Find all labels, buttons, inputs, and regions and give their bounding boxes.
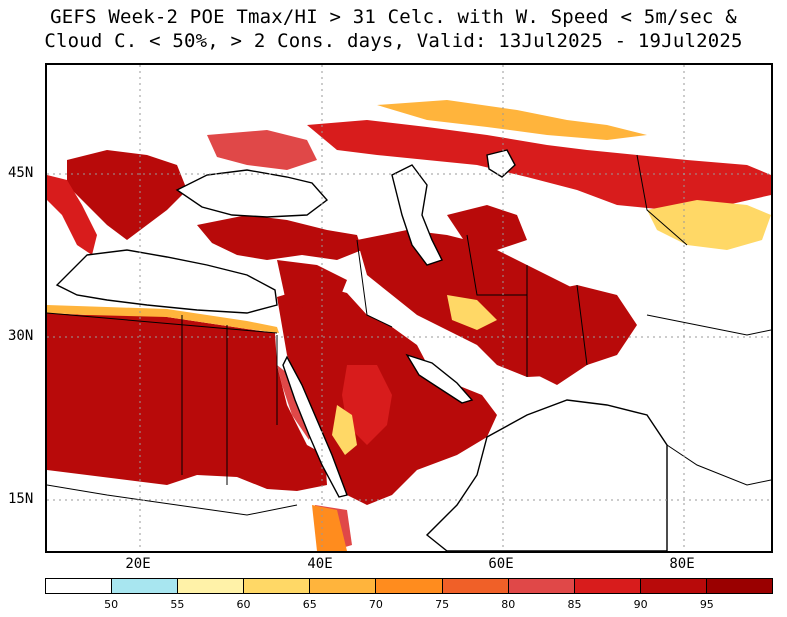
black-sea xyxy=(175,169,329,218)
region-anatolia xyxy=(197,215,362,260)
colorbar-label: 70 xyxy=(368,598,383,611)
arabian-sea xyxy=(425,399,668,551)
country-borders xyxy=(47,154,771,516)
region-iran-inner xyxy=(447,295,497,330)
lat-tick-45n: 45N xyxy=(8,165,34,181)
region-black-sea-north xyxy=(207,130,317,170)
colorbar-segment xyxy=(442,579,509,593)
graticule xyxy=(47,65,771,551)
persian-gulf xyxy=(405,353,474,404)
region-xinjiang xyxy=(647,200,771,250)
mediterranean xyxy=(55,249,278,314)
colorbar-label: 55 xyxy=(170,598,185,611)
region-eritrea xyxy=(312,505,347,551)
lat-tick-15n: 15N xyxy=(8,491,34,507)
region-caspian-east xyxy=(447,205,527,250)
map-panel xyxy=(45,63,773,553)
colorbar-segment xyxy=(178,579,245,593)
caspian-sea xyxy=(391,164,443,266)
region-arabia-inner xyxy=(342,365,392,445)
region-pakistan xyxy=(525,285,637,385)
region-arabia-light xyxy=(332,405,357,455)
colorbar-label: 95 xyxy=(699,598,714,611)
probability-shading xyxy=(47,100,771,551)
colorbar-label: 50 xyxy=(104,598,119,611)
red-sea xyxy=(282,355,348,498)
lon-tick-40e: 40E xyxy=(307,556,333,572)
colorbar-label: 65 xyxy=(302,598,317,611)
colorbar xyxy=(45,578,773,594)
region-levant xyxy=(277,260,347,310)
region-steppe xyxy=(307,120,771,210)
colorbar-segment xyxy=(640,579,707,593)
region-steppe-edge xyxy=(377,100,647,140)
water-bodies xyxy=(55,149,668,551)
region-north-africa xyxy=(47,311,327,491)
colorbar-segment xyxy=(310,579,377,593)
colorbar-segment xyxy=(376,579,443,593)
colorbar-segment xyxy=(706,579,773,593)
region-balkans xyxy=(67,150,187,240)
region-north-africa-edge xyxy=(47,305,279,333)
map-title-line-1: GEFS Week-2 POE Tmax/HI > 31 Celc. with … xyxy=(50,6,737,28)
aral-sea xyxy=(486,149,516,178)
colorbar-label: 75 xyxy=(435,598,450,611)
region-italy xyxy=(47,175,97,255)
map-title-line-2: Cloud C. < 50%, > 2 Cons. days, Valid: 1… xyxy=(44,30,743,52)
colorbar-label: 90 xyxy=(633,598,648,611)
colorbar-segment xyxy=(574,579,641,593)
colorbar-label: 60 xyxy=(236,598,251,611)
colorbar-segment xyxy=(46,579,113,593)
colorbar-segment xyxy=(112,579,179,593)
colorbar-label: 80 xyxy=(501,598,516,611)
colorbar-segment xyxy=(244,579,311,593)
lon-tick-60e: 60E xyxy=(488,556,514,572)
lon-tick-80e: 80E xyxy=(669,556,695,572)
lon-tick-20e: 20E xyxy=(125,556,151,572)
lat-tick-30n: 30N xyxy=(8,328,34,344)
colorbar-segment xyxy=(508,579,575,593)
map-canvas xyxy=(47,65,771,551)
colorbar-label: 85 xyxy=(567,598,582,611)
